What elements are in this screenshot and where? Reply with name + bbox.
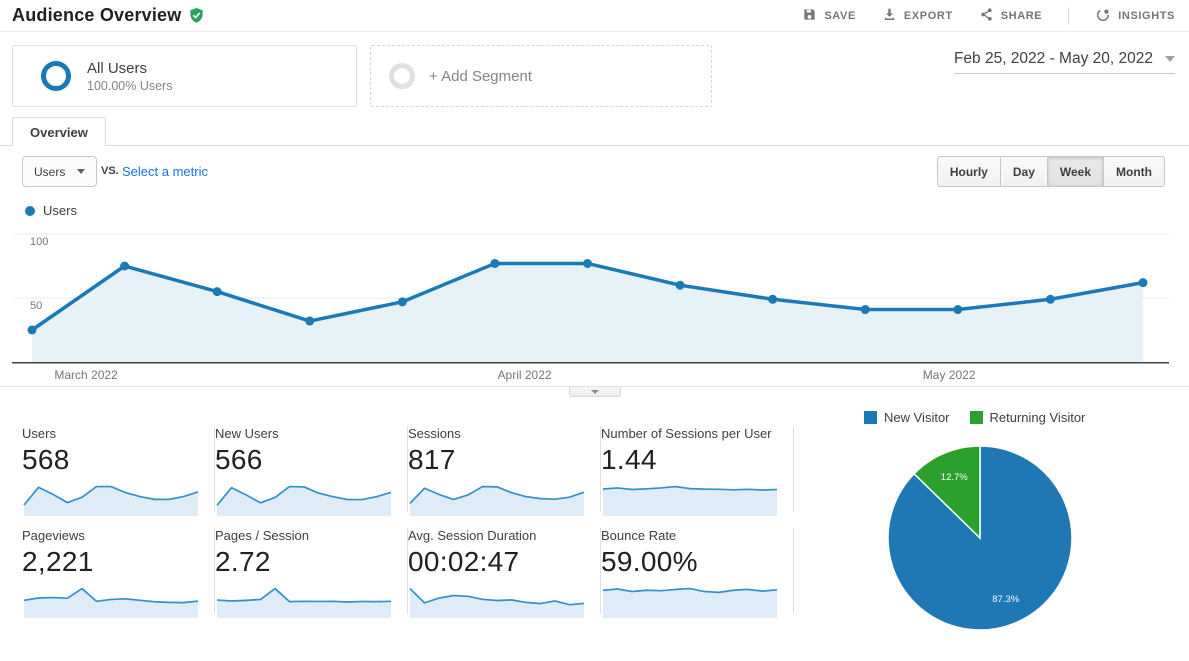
legend-item-new-visitor: New Visitor xyxy=(864,410,950,425)
export-button[interactable]: EXPORT xyxy=(882,7,953,25)
add-segment-button[interactable]: + Add Segment xyxy=(370,45,712,107)
metric-sparkline xyxy=(602,587,778,618)
chevron-down-icon xyxy=(591,389,599,394)
granularity-month-button[interactable]: Month xyxy=(1103,156,1165,187)
new-visitor-label: New Visitor xyxy=(884,410,950,425)
svg-text:87.3%: 87.3% xyxy=(992,594,1019,605)
export-label: EXPORT xyxy=(903,10,953,22)
metric-sparkline xyxy=(216,485,392,516)
legend-item-returning-visitor: Returning Visitor xyxy=(969,410,1086,425)
metric-card-pageviews[interactable]: Pageviews 2,221 xyxy=(22,528,215,618)
x-axis-label-may: May 2022 xyxy=(922,368,976,382)
users-legend-label: Users xyxy=(43,203,77,218)
page-title: Audience Overview xyxy=(12,5,182,25)
metric-label: Users xyxy=(22,426,56,441)
metric-card-users[interactable]: Users 568 xyxy=(22,426,215,516)
metric-sparkline xyxy=(216,587,392,618)
svg-text:12.7%: 12.7% xyxy=(941,472,968,483)
returning-visitor-swatch-icon xyxy=(969,411,983,424)
export-icon xyxy=(882,7,897,25)
visitor-type-pie-chart: 87.3% 12.7% xyxy=(887,445,1073,631)
save-label: SAVE xyxy=(824,10,856,22)
pie-legend: New Visitor Returning Visitor xyxy=(864,410,1085,425)
metric-card-sessions[interactable]: Sessions 817 xyxy=(408,426,601,516)
vs-label: vs. xyxy=(101,165,119,177)
segment-ring-gray-icon xyxy=(389,63,415,89)
chart-collapse-handle[interactable] xyxy=(569,387,621,397)
new-visitor-swatch-icon xyxy=(864,411,877,424)
header-divider xyxy=(1068,7,1070,25)
x-axis-label-march: March 2022 xyxy=(54,368,118,382)
chevron-down-icon xyxy=(1165,56,1175,62)
metric-value: 59.00% xyxy=(601,546,698,577)
metric-card-new-users[interactable]: New Users 566 xyxy=(215,426,408,516)
metric-value: 00:02:47 xyxy=(408,546,520,577)
users-timeline-chart: 100 50 March 2022 April 2022 May 2022 xyxy=(12,228,1169,384)
metric-selector-value: Users xyxy=(34,164,66,179)
metric-value: 2,221 xyxy=(22,546,94,577)
y-axis-tick-50: 50 xyxy=(30,300,43,312)
chevron-down-icon xyxy=(77,169,86,174)
metric-sparkline xyxy=(23,587,199,618)
metric-sparkline xyxy=(409,587,585,618)
date-range-picker[interactable]: Feb 25, 2022 - May 20, 2022 xyxy=(953,50,1175,74)
select-a-metric-link[interactable]: Select a metric xyxy=(122,164,208,179)
insights-button[interactable]: INSIGHTS xyxy=(1095,7,1175,26)
tab-bar: Overview xyxy=(0,117,1189,146)
metric-label: New Users xyxy=(215,426,279,441)
metric-value: 817 xyxy=(408,444,456,475)
metric-sparkline xyxy=(409,485,585,516)
save-button[interactable]: SAVE xyxy=(802,7,856,25)
segment-ring-icon xyxy=(41,61,71,91)
save-icon xyxy=(802,7,817,25)
x-axis-label-april: April 2022 xyxy=(497,368,552,382)
returning-visitor-label: Returning Visitor xyxy=(989,410,1086,425)
insights-icon xyxy=(1095,7,1111,26)
metric-sparkline xyxy=(602,485,778,516)
metric-label: Sessions xyxy=(408,426,461,441)
metric-label: Bounce Rate xyxy=(601,528,677,543)
add-segment-label: + Add Segment xyxy=(429,67,532,85)
metrics-grid: Users 568 New Users 566 Sessions 817 Number of… xyxy=(22,426,794,618)
metric-card-bounce-rate[interactable]: Bounce Rate 59.00% xyxy=(601,528,794,618)
metric-label: Pages / Session xyxy=(215,528,309,543)
granularity-week-button[interactable]: Week xyxy=(1046,156,1105,187)
granularity-button-group: Hourly Day Week Month xyxy=(936,156,1165,187)
metric-selector-dropdown[interactable]: Users xyxy=(22,156,98,187)
metric-label: Number of Sessions per User xyxy=(601,426,772,441)
metric-card-number-of-sessions-per-user[interactable]: Number of Sessions per User 1.44 xyxy=(601,426,794,516)
header-bar: Audience Overview SAVE xyxy=(0,0,1189,32)
granularity-hourly-button[interactable]: Hourly xyxy=(936,156,1001,187)
metric-value: 2.72 xyxy=(215,546,271,577)
date-range-label: Feb 25, 2022 - May 20, 2022 xyxy=(953,50,1153,67)
share-button[interactable]: SHARE xyxy=(979,7,1043,25)
metric-card-avg-session-duration[interactable]: Avg. Session Duration 00:02:47 xyxy=(408,528,601,618)
metric-label: Avg. Session Duration xyxy=(408,528,537,543)
segment-title: All Users xyxy=(87,59,148,77)
metric-label: Pageviews xyxy=(22,528,85,543)
verified-shield-icon xyxy=(188,7,205,24)
metric-sparkline xyxy=(23,485,199,516)
metric-card-pages-session[interactable]: Pages / Session 2.72 xyxy=(215,528,408,618)
share-icon xyxy=(979,7,994,25)
metric-value: 1.44 xyxy=(601,444,657,475)
share-label: SHARE xyxy=(1000,10,1043,22)
header-actions: SAVE EXPORT xyxy=(802,0,1175,32)
timeline-legend: Users xyxy=(25,203,77,218)
section-divider xyxy=(0,386,1189,387)
metric-value: 568 xyxy=(22,444,70,475)
timeline-plot xyxy=(12,233,1169,364)
insights-label: INSIGHTS xyxy=(1118,10,1175,22)
users-legend-dot-icon xyxy=(25,205,35,216)
y-axis-tick-100: 100 xyxy=(30,236,49,248)
metric-value: 566 xyxy=(215,444,263,475)
segment-subtitle: 100.00% Users xyxy=(87,78,173,93)
tab-overview[interactable]: Overview xyxy=(12,117,106,146)
granularity-day-button[interactable]: Day xyxy=(999,156,1048,187)
segment-all-users[interactable]: All Users 100.00% Users xyxy=(12,45,357,107)
